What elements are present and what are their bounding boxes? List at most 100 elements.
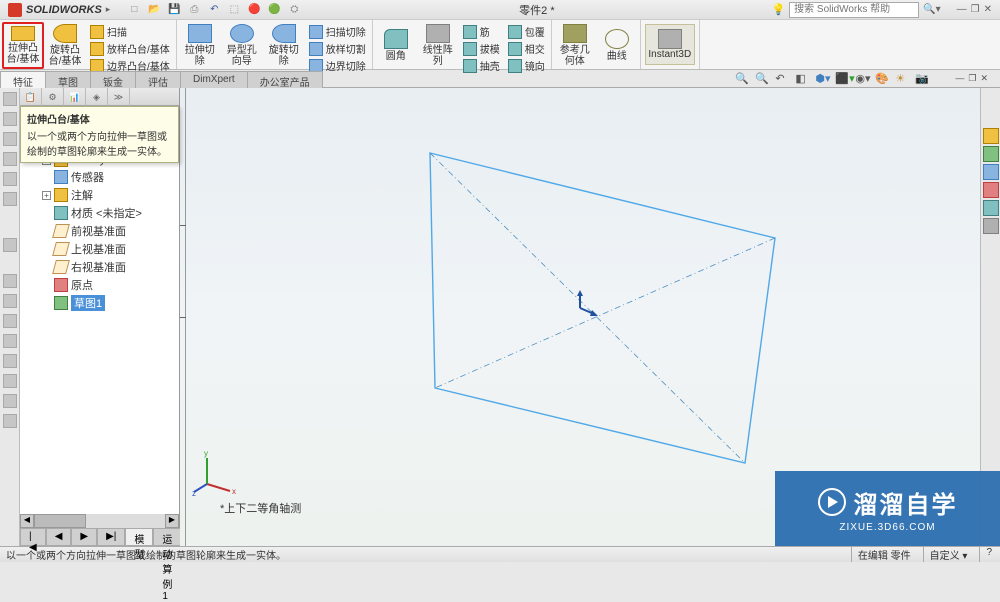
left-tool-1-icon[interactable] <box>3 92 17 106</box>
tab-sketch[interactable]: 草图 <box>45 71 91 88</box>
left-tool-4-icon[interactable] <box>3 152 17 166</box>
swept-boss-button[interactable]: 扫描 <box>90 24 170 39</box>
doc-maximize-button[interactable]: ❐ <box>968 73 976 84</box>
hole-wizard-button[interactable]: 异型孔向导 <box>221 22 263 69</box>
fm-tab-2[interactable]: ⚙ <box>42 88 64 106</box>
taskpane-design-lib-icon[interactable] <box>983 146 999 162</box>
tree-node[interactable]: 右视基准面 <box>24 258 179 276</box>
fm-tab-1[interactable]: 📋 <box>20 88 42 106</box>
view-orient-icon[interactable]: ⬢▾ <box>815 72 829 86</box>
doc-close-button[interactable]: ✕ <box>980 73 988 84</box>
tab-features[interactable]: 特征 <box>0 71 46 88</box>
scroll-track[interactable] <box>34 514 165 528</box>
left-tool-9-icon[interactable] <box>3 294 17 308</box>
status-help[interactable]: ? <box>979 547 992 562</box>
left-tool-15-icon[interactable] <box>3 414 17 428</box>
hide-show-icon[interactable]: ◉▾ <box>855 72 869 86</box>
tree-node[interactable]: 传感器 <box>24 168 179 186</box>
appearance-icon[interactable]: ☀▾ <box>895 72 909 86</box>
qat-print-icon[interactable]: ⎙ <box>186 2 202 18</box>
scroll-thumb[interactable] <box>34 514 86 528</box>
tab-sheetmetal[interactable]: 钣金 <box>90 71 136 88</box>
tab-office[interactable]: 办公室产品 <box>247 71 323 88</box>
render-icon[interactable]: 📷 <box>915 72 929 86</box>
minimize-button[interactable]: — <box>957 4 967 15</box>
tree-node[interactable]: 上视基准面 <box>24 240 179 258</box>
section-view-icon[interactable]: ◧ <box>795 72 809 86</box>
left-tool-6-icon[interactable] <box>3 192 17 206</box>
left-tool-14-icon[interactable] <box>3 394 17 408</box>
loft-boss-button[interactable]: 放样凸台/基体 <box>90 41 170 56</box>
qat-open-icon[interactable]: 📂 <box>146 2 162 18</box>
tab-dimxpert[interactable]: DimXpert <box>180 71 248 88</box>
scroll-left-button[interactable]: ◀ <box>20 514 34 528</box>
maximize-button[interactable]: ❐ <box>971 4 980 15</box>
qat-undo-icon[interactable]: ↶ <box>206 2 222 18</box>
left-tool-13-icon[interactable] <box>3 374 17 388</box>
qat-rebuild2-icon[interactable]: 🟢 <box>266 2 282 18</box>
instant3d-button[interactable]: Instant3D <box>645 24 695 65</box>
extrude-boss-button[interactable]: 拉伸凸台/基体 <box>2 22 44 69</box>
scene-icon[interactable]: 🎨▾ <box>875 72 889 86</box>
swept-cut-button[interactable]: 扫描切除 <box>309 24 366 39</box>
tree-expander-icon[interactable]: + <box>42 191 51 200</box>
close-button[interactable]: ✕ <box>984 4 992 15</box>
curves-button[interactable]: 曲线 <box>596 22 638 69</box>
tab-evaluate[interactable]: 评估 <box>135 71 181 88</box>
left-tool-7-icon[interactable] <box>3 238 17 252</box>
qat-options-icon[interactable]: ⛭ <box>286 2 302 18</box>
fm-tab-5[interactable]: ≫ <box>108 88 130 106</box>
taskpane-view-palette-icon[interactable] <box>983 182 999 198</box>
linear-pattern-button[interactable]: 线性阵列 <box>417 22 459 69</box>
qat-rebuild-icon[interactable]: 🔴 <box>246 2 262 18</box>
extrude-cut-button[interactable]: 拉伸切除 <box>179 22 221 69</box>
status-custom[interactable]: 自定义 ▾ <box>923 547 968 562</box>
taskpane-custom-props-icon[interactable] <box>983 218 999 234</box>
nav-last-button[interactable]: ▶| <box>97 528 125 546</box>
nav-next-button[interactable]: ▶ <box>71 528 97 546</box>
qat-select-icon[interactable]: ⬚ <box>226 2 242 18</box>
rib-button[interactable]: 筋 <box>463 24 500 39</box>
left-tool-11-icon[interactable] <box>3 334 17 348</box>
taskpane-appearances-icon[interactable] <box>983 200 999 216</box>
nav-prev-button[interactable]: ◀ <box>46 528 72 546</box>
model-tab[interactable]: 模型 <box>125 528 153 546</box>
qat-new-icon[interactable]: □ <box>126 2 142 18</box>
qat-save-icon[interactable]: 💾 <box>166 2 182 18</box>
help-search-input[interactable] <box>789 2 919 18</box>
tree-node[interactable]: 草图1 <box>24 294 179 312</box>
wrap-button[interactable]: 包覆 <box>508 24 545 39</box>
fm-tab-3[interactable]: 📊 <box>64 88 86 106</box>
doc-minimize-button[interactable]: — <box>955 73 964 84</box>
tree-node[interactable]: 材质 <未指定> <box>24 204 179 222</box>
revolve-cut-button[interactable]: 旋转切除 <box>263 22 305 69</box>
fm-tab-4[interactable]: ◈ <box>86 88 108 106</box>
tree-node[interactable]: +注解 <box>24 186 179 204</box>
revolve-boss-button[interactable]: 旋转凸台/基体 <box>44 22 86 69</box>
app-menu-dropdown[interactable]: ▸ <box>106 4 111 15</box>
taskpane-resources-icon[interactable] <box>983 128 999 144</box>
zoom-area-icon[interactable]: 🔍 <box>755 72 769 86</box>
ref-geom-button[interactable]: 参考几何体 <box>554 22 596 69</box>
tree-node[interactable]: 原点 <box>24 276 179 294</box>
search-button-icon[interactable]: 🔍▾ <box>923 4 940 15</box>
motion-study-tab[interactable]: 运动算例1 <box>153 528 181 546</box>
left-tool-8-icon[interactable] <box>3 274 17 288</box>
loft-cut-button[interactable]: 放样切割 <box>309 41 366 56</box>
nav-first-button[interactable]: |◀ <box>20 528 46 546</box>
tree-scrollbar[interactable]: ◀ ▶ <box>20 514 179 528</box>
left-tool-3-icon[interactable] <box>3 132 17 146</box>
left-tool-2-icon[interactable] <box>3 112 17 126</box>
intersect-button[interactable]: 相交 <box>508 41 545 56</box>
display-style-icon[interactable]: ⬛▾ <box>835 72 849 86</box>
tree-node[interactable]: 前视基准面 <box>24 222 179 240</box>
scroll-right-button[interactable]: ▶ <box>165 514 179 528</box>
draft-button[interactable]: 拔模 <box>463 41 500 56</box>
left-tool-5-icon[interactable] <box>3 172 17 186</box>
left-tool-10-icon[interactable] <box>3 314 17 328</box>
taskpane-file-explorer-icon[interactable] <box>983 164 999 180</box>
fillet-button[interactable]: 圆角 <box>375 22 417 69</box>
left-tool-12-icon[interactable] <box>3 354 17 368</box>
zoom-fit-icon[interactable]: 🔍 <box>735 72 749 86</box>
prev-view-icon[interactable]: ↶ <box>775 72 789 86</box>
